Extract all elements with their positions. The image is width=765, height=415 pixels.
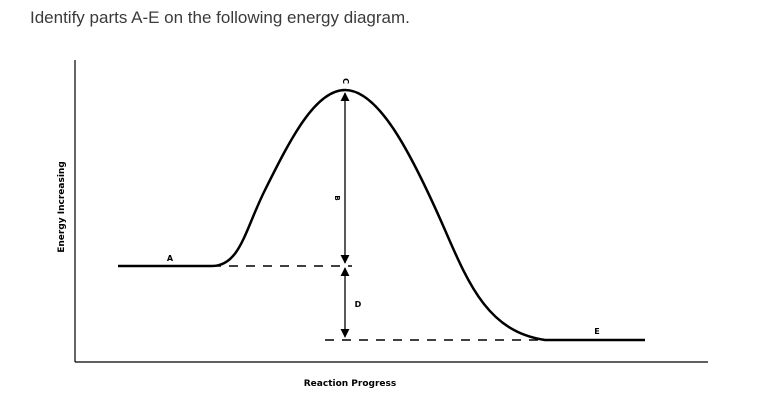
x-axis-label: Reaction Progress bbox=[304, 379, 396, 389]
label-d: D bbox=[355, 300, 362, 309]
label-e: E bbox=[594, 327, 599, 336]
label-b: B bbox=[333, 195, 341, 200]
label-a: A bbox=[167, 254, 174, 263]
question-text: Identify parts A-E on the following ener… bbox=[30, 8, 410, 27]
energy-curve bbox=[118, 88, 645, 342]
label-c: C bbox=[341, 78, 350, 84]
y-axis-label: Energy Increasing bbox=[57, 161, 67, 253]
